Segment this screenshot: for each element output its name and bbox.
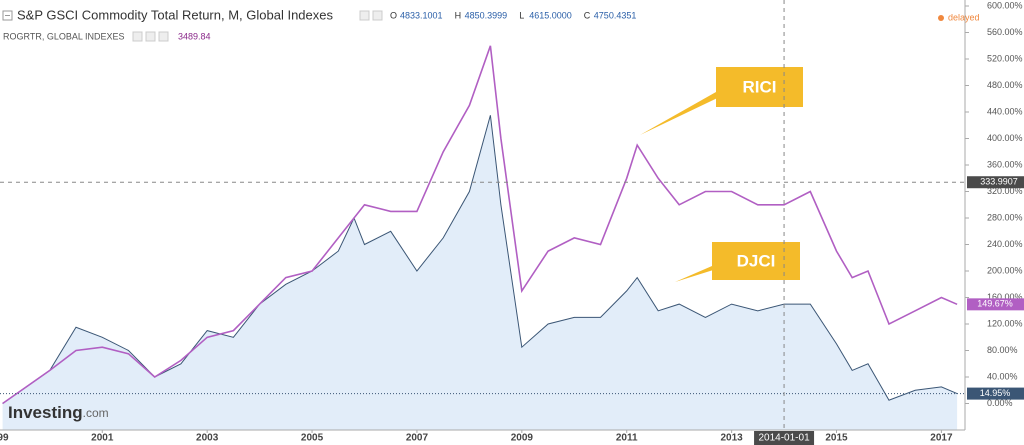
- ohlc-key: L: [519, 10, 524, 20]
- logo: Investing.com: [8, 403, 109, 422]
- x-tick-label: 2007: [406, 433, 429, 444]
- y-tick-label: 0.00%: [987, 398, 1013, 408]
- y-tick-label: 400.00%: [987, 133, 1023, 143]
- annotation: RICI: [743, 77, 777, 96]
- x-tick-label: 2009: [511, 433, 534, 444]
- y-tick-label: 320.00%: [987, 186, 1023, 196]
- settings-icon[interactable]: [132, 31, 143, 42]
- last-value-label: 14.95%: [980, 388, 1011, 398]
- ohlc-value: 4850.3999: [465, 10, 508, 20]
- y-tick-label: 560.00%: [987, 27, 1023, 37]
- y-tick-label: 120.00%: [987, 318, 1023, 328]
- crosshair-y-label: 333.9907: [980, 177, 1018, 187]
- y-tick-label: 520.00%: [987, 53, 1023, 63]
- plot-area: [2, 45, 958, 430]
- y-tick-label: 240.00%: [987, 239, 1023, 249]
- crosshair-x-box: [754, 431, 815, 445]
- second-series-value: 3489.84: [178, 31, 211, 41]
- x-tick-label: 2005: [301, 433, 324, 444]
- status: delayed: [948, 12, 980, 22]
- y-tick-label: 360.00%: [987, 159, 1023, 169]
- x-tick-label: 1999: [0, 433, 9, 444]
- second-series-title: ROGRTR, GLOBAL INDEXES: [3, 31, 125, 41]
- last-value-box: [967, 387, 1024, 400]
- callout-pointer: [640, 92, 730, 135]
- y-tick-label: 200.00%: [987, 265, 1023, 275]
- y-tick-label: 40.00%: [987, 371, 1018, 381]
- settings-icon[interactable]: [359, 10, 370, 21]
- logo-main: Investing: [8, 403, 83, 422]
- last-value-box: [967, 298, 1024, 311]
- status-dot: [938, 15, 944, 21]
- y-tick-label: 160.00%: [987, 292, 1023, 302]
- annotation: DJCI: [737, 251, 776, 270]
- close-icon[interactable]: [372, 10, 383, 21]
- ohlc-value: 4750.4351: [594, 10, 637, 20]
- x-tick-label: 2011: [616, 433, 638, 444]
- y-tick-label: 480.00%: [987, 80, 1023, 90]
- area: [2, 115, 958, 430]
- y-tick-label: 80.00%: [987, 345, 1018, 355]
- series-title: S&P GSCI Commodity Total Return, M, Glob…: [17, 7, 333, 22]
- line: [2, 115, 958, 404]
- x-tick-label: 2001: [91, 433, 114, 444]
- y-tick-label: 440.00%: [987, 106, 1023, 116]
- logo-suffix: .com: [83, 406, 109, 420]
- x-tick-label: 2015: [825, 433, 848, 444]
- x-tick-label: 2017: [930, 433, 953, 444]
- y-tick-label: 280.00%: [987, 212, 1023, 222]
- ohlc-value: 4615.0000: [529, 10, 572, 20]
- ohlc-key: O: [390, 10, 397, 20]
- ohlc-value: 4833.1001: [400, 10, 443, 20]
- line: [2, 45, 958, 405]
- callout: [712, 242, 800, 280]
- crosshair-x-label: 2014-01-01: [758, 433, 810, 444]
- close-icon[interactable]: [145, 31, 156, 42]
- x-tick-label: 2013: [720, 433, 743, 444]
- y-tick-label: 600.00%: [987, 0, 1023, 10]
- x-tick-label: 2003: [196, 433, 219, 444]
- callout: [716, 67, 803, 107]
- crosshair-y-box: [967, 176, 1024, 189]
- ohlc-key: H: [455, 10, 462, 20]
- collapse-icon[interactable]: [2, 10, 13, 21]
- ohlc: O 4833.1001 H 4850.3999 L 4615.0000 C 4750.4351: [390, 10, 636, 20]
- last-value-label: 149.67%: [977, 299, 1013, 309]
- more-icon[interactable]: [158, 31, 169, 42]
- ohlc-key: C: [584, 10, 591, 20]
